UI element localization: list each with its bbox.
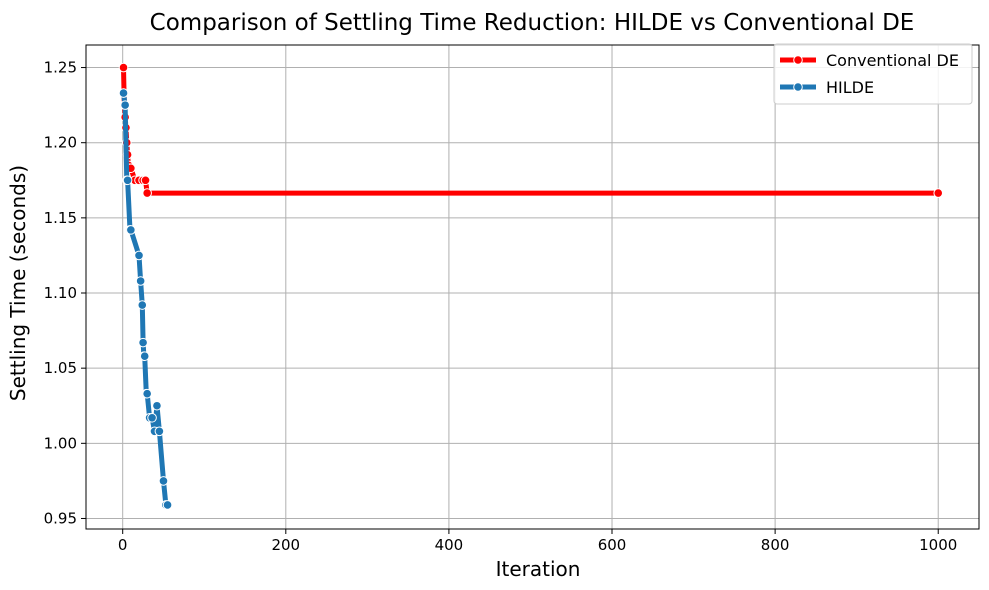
data-point [162,500,173,510]
data-point [118,88,129,98]
data-point [120,100,130,110]
data-point [152,400,162,411]
legend-swatch-marker [793,82,803,92]
grid [86,45,979,529]
data-point [138,337,148,348]
data-point [122,175,133,186]
y-tick-label: 1.00 [44,434,77,452]
plot-frame [85,44,980,530]
data-point [135,276,146,286]
series-layer [118,62,944,510]
data-point [134,250,144,261]
x-tick-label: 1000 [919,536,957,554]
data-point [139,351,150,361]
data-point [126,225,136,235]
legend-swatch-marker [793,55,803,65]
x-tick-label: 400 [435,536,464,554]
x-axis-ticks: 0 200 400 600 800 1000 [118,529,957,554]
data-point [137,300,148,310]
data-point [154,426,165,437]
y-tick-label: 1.20 [44,134,77,152]
y-tick-label: 1.10 [44,284,77,302]
x-tick-label: 600 [598,536,627,554]
series-1 [118,88,173,510]
data-point [147,412,157,423]
data-point [142,388,152,399]
data-point [140,175,151,186]
y-tick-label: 0.95 [44,509,77,527]
data-point [158,476,169,486]
chart-title: Comparison of Settling Time Reduction: H… [150,10,915,36]
data-point [933,188,944,198]
legend-label: HILDE [826,78,874,97]
y-tick-label: 1.05 [44,359,77,377]
data-point [118,62,129,73]
legend: Conventional DE HILDE [773,43,973,105]
y-tick-label: 1.15 [44,209,77,227]
x-tick-label: 800 [761,536,790,554]
y-tick-label: 1.25 [44,59,77,77]
x-tick-label: 200 [271,536,300,554]
x-tick-label: 0 [118,536,128,554]
data-point [142,188,152,198]
y-axis-label: Settling Time (seconds) [6,165,30,401]
legend-box [773,43,973,105]
y-axis-ticks: 0.95 1.00 1.05 1.10 1.15 1.20 1.25 [44,59,86,527]
legend-label: Conventional DE [826,51,959,70]
x-axis-label: Iteration [496,557,581,581]
